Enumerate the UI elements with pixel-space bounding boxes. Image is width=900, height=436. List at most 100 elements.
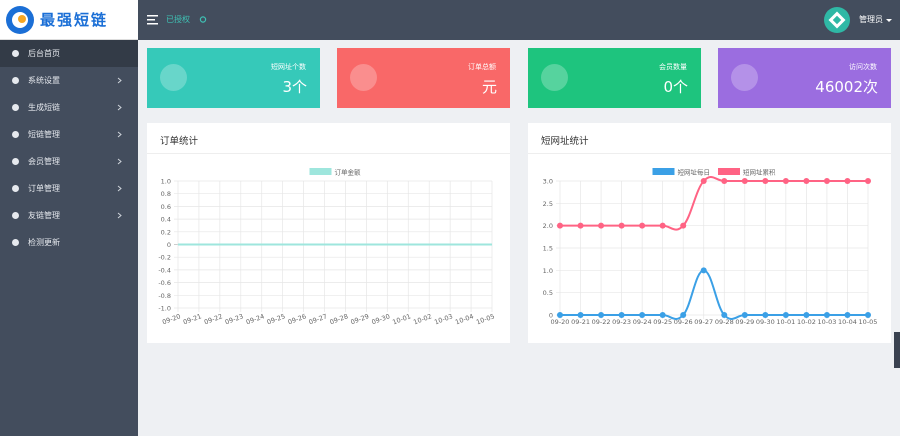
stat-value: 3个 — [282, 78, 307, 96]
menu-item[interactable]: 生成短链 — [0, 94, 138, 121]
y-tick-label: -0.8 — [158, 292, 171, 300]
license-status: 已授权 — [166, 14, 190, 24]
user-name[interactable]: 管理员 — [859, 14, 883, 24]
submenu-arrow — [117, 158, 122, 165]
stat-value: 元 — [481, 78, 497, 96]
menu-toggle[interactable] — [147, 15, 158, 25]
x-tick-label: 10-03 — [433, 312, 453, 326]
y-tick-label: 2.5 — [543, 200, 553, 208]
menu-item[interactable]: 后台首页 — [0, 40, 138, 67]
x-tick-label: 10-05 — [859, 318, 878, 326]
menu-icon — [12, 185, 19, 192]
side-tab[interactable] — [894, 332, 900, 368]
stat-value: 46002次 — [815, 78, 878, 96]
submenu-arrow — [117, 185, 122, 192]
series-line — [559, 269, 868, 320]
data-point — [721, 312, 728, 318]
data-point — [680, 312, 687, 318]
y-tick-label: 2.0 — [543, 222, 553, 230]
data-point — [844, 312, 851, 318]
menu-item[interactable]: 友链管理 — [0, 202, 138, 229]
data-point — [618, 312, 625, 318]
icon-shape — [12, 77, 19, 84]
x-tick-label: 09-28 — [715, 318, 734, 326]
menu-item[interactable]: 检测更新 — [0, 229, 138, 256]
data-point — [844, 178, 851, 184]
x-tick-label: 09-21 — [182, 312, 202, 326]
stat-label: 访问次数 — [849, 63, 877, 71]
data-point — [639, 222, 646, 229]
stat-card: 会员数量 0个 — [528, 48, 701, 108]
data-point — [557, 222, 563, 229]
menu-label: 后台首页 — [28, 49, 60, 58]
x-tick-label: 09-24 — [633, 318, 652, 326]
icon-shape — [12, 50, 19, 57]
icon-shape — [12, 158, 19, 165]
menu-label: 生成短链 — [28, 103, 60, 112]
arrow-shape — [117, 212, 122, 219]
data-point — [741, 312, 748, 318]
data-point — [680, 222, 687, 229]
stat-label: 订单总额 — [468, 63, 496, 71]
menu-item[interactable]: 会员管理 — [0, 148, 138, 175]
url-panel: 短网址统计 0 0.5 1.0 1.5 2.0 2.5 3.0 09-20 09-21 09-22… — [528, 123, 891, 343]
menu-icon — [12, 239, 19, 246]
dropdown-caret[interactable] — [886, 19, 892, 22]
y-tick-label: 0 — [167, 241, 171, 249]
menu-item[interactable]: 短链管理 — [0, 121, 138, 148]
logo[interactable]: 最强短链 — [0, 0, 138, 40]
data-point — [639, 312, 646, 318]
menu-label: 订单管理 — [28, 184, 60, 193]
y-tick-label: 0.6 — [161, 203, 171, 211]
x-tick-label: 09-27 — [694, 318, 713, 326]
y-tick-label: 0.8 — [161, 190, 171, 198]
stat-card: 访问次数 46002次 — [718, 48, 891, 108]
panel-title: 短网址统计 — [528, 123, 891, 154]
stat-label: 短网址个数 — [271, 63, 306, 71]
stat-icon — [731, 64, 758, 91]
data-point — [865, 312, 871, 318]
menu-label: 会员管理 — [28, 157, 60, 166]
x-tick-label: 09-23 — [224, 312, 244, 326]
menu-item[interactable]: 订单管理 — [0, 175, 138, 202]
data-point — [823, 178, 830, 184]
data-point — [659, 312, 666, 318]
refresh-icon[interactable] — [199, 16, 207, 23]
x-tick-label: 10-02 — [412, 312, 432, 326]
legend: 订单金额 — [309, 168, 361, 177]
icon-shape — [12, 104, 19, 111]
avatar[interactable] — [824, 7, 850, 33]
data-point — [741, 178, 748, 184]
icon-shape — [12, 239, 19, 246]
legend-swatch — [309, 168, 332, 175]
icon-shape — [12, 185, 19, 192]
data-point — [577, 222, 584, 229]
header-bar: 已授权 管理员 — [147, 7, 892, 33]
y-tick-label: -0.4 — [158, 266, 171, 274]
legend-swatch — [718, 168, 740, 175]
y-tick-label: -0.2 — [158, 254, 171, 262]
menu-icon — [12, 104, 19, 111]
logo-text: 最强短链 — [40, 11, 109, 29]
menu: 后台首页系统设置生成短链短链管理会员管理订单管理友链管理 检测更新 — [0, 40, 138, 256]
data-point — [618, 222, 625, 229]
menu-label: 短链管理 — [28, 130, 60, 139]
menu-icon — [12, 158, 19, 165]
x-tick-label: 09-23 — [612, 318, 631, 326]
y-tick-label: 0 — [549, 312, 553, 320]
data-point — [721, 178, 728, 184]
y-tick-label: 1.5 — [543, 245, 553, 253]
legend-label: 短网址累积 — [743, 168, 776, 177]
arrow-shape — [117, 104, 122, 111]
legend: 短网址每日 短网址累积 — [652, 168, 776, 177]
logo-icon — [6, 5, 34, 34]
menu-icon — [12, 131, 19, 138]
y-tick-label: 0.4 — [161, 216, 171, 224]
data-point — [803, 178, 810, 184]
stat-card: 短网址个数 3个 — [147, 48, 320, 108]
menu-item[interactable]: 系统设置 — [0, 67, 138, 94]
x-tick-label: 09-20 — [161, 312, 181, 326]
stat-icon — [541, 64, 568, 91]
chart: 00.51.01.52.02.53.009-20 09-21 09-22 09-23 0… — [543, 168, 878, 327]
submenu-arrow — [117, 104, 122, 111]
